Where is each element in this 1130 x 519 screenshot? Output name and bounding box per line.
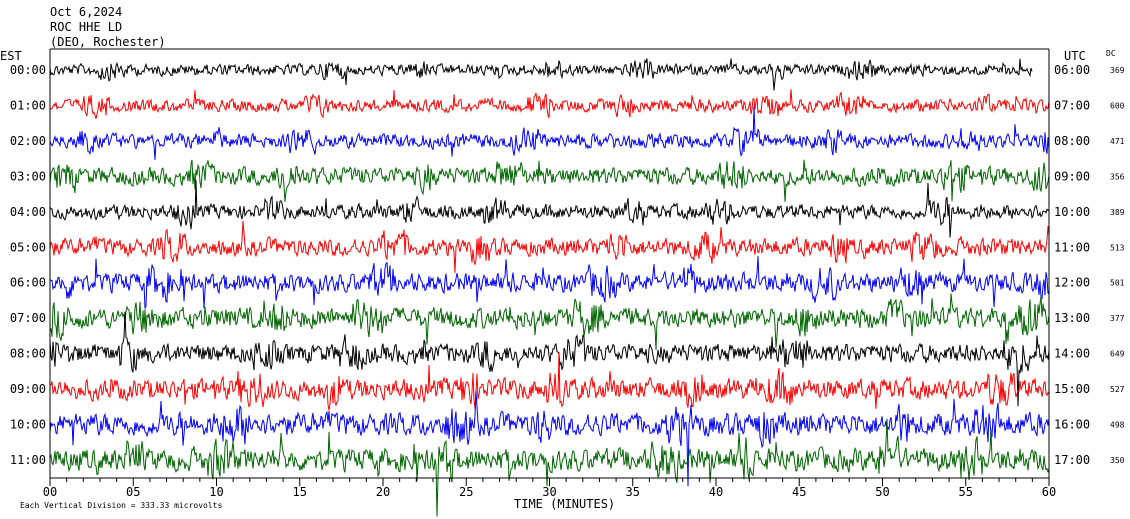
left-hour-label: 07:00 xyxy=(10,311,46,325)
left-hour-label: 06:00 xyxy=(10,276,46,290)
left-hour-label: 08:00 xyxy=(10,347,46,361)
left-hour-label: 00:00 xyxy=(10,63,46,77)
left-hour-label: 02:00 xyxy=(10,134,46,148)
x-tick-label: 50 xyxy=(875,485,889,499)
trace-line-4 xyxy=(49,180,1050,238)
x-tick-label: 35 xyxy=(626,485,640,499)
left-hour-label: 04:00 xyxy=(10,205,46,219)
dc-value-label: 498 xyxy=(1110,421,1125,430)
trace-line-6 xyxy=(49,256,1050,309)
x-tick-label: 15 xyxy=(293,485,307,499)
scale-note: Each Vertical Division = 333.33 microvol… xyxy=(20,501,223,510)
x-tick-label: 20 xyxy=(376,485,390,499)
trace-line-0 xyxy=(49,58,1033,91)
header-station: ROC HHE LD xyxy=(50,20,123,34)
right-hour-label: 06:00 xyxy=(1054,63,1090,77)
header-location: (DEO, Rochester) xyxy=(50,35,166,49)
x-tick-label: 45 xyxy=(792,485,806,499)
left-timezone-label: EST xyxy=(0,49,22,63)
trace-line-7 xyxy=(49,293,1050,351)
dc-value-label: 600 xyxy=(1110,101,1125,110)
right-hour-label: 11:00 xyxy=(1054,240,1090,254)
trace-line-3 xyxy=(49,159,1050,202)
trace-line-8 xyxy=(49,311,1050,407)
left-hour-label: 05:00 xyxy=(10,240,46,254)
dc-value-label: 356 xyxy=(1110,172,1125,181)
dc-value-label: 527 xyxy=(1110,385,1125,394)
right-hour-label: 08:00 xyxy=(1054,134,1090,148)
right-hour-label: 15:00 xyxy=(1054,382,1090,396)
trace-line-9 xyxy=(49,351,1050,411)
dc-column-label: DC xyxy=(1106,49,1116,58)
right-hour-label: 13:00 xyxy=(1054,311,1090,325)
trace-line-2 xyxy=(49,106,1050,160)
left-hour-label: 03:00 xyxy=(10,169,46,183)
left-hour-label: 09:00 xyxy=(10,382,46,396)
left-hour-label: 11:00 xyxy=(10,453,46,467)
x-tick-label: 40 xyxy=(709,485,723,499)
dc-value-label: 350 xyxy=(1110,456,1125,465)
trace-line-11 xyxy=(49,418,1050,517)
x-axis-title: TIME (MINUTES) xyxy=(514,497,616,511)
dc-value-label: 649 xyxy=(1110,350,1125,359)
dc-value-label: 389 xyxy=(1110,208,1125,217)
x-tick-label: 30 xyxy=(542,485,556,499)
right-hour-label: 12:00 xyxy=(1054,276,1090,290)
right-hour-label: 09:00 xyxy=(1054,169,1090,183)
x-tick-label: 05 xyxy=(126,485,140,499)
right-hour-label: 17:00 xyxy=(1054,453,1090,467)
trace-group xyxy=(49,58,1050,517)
x-axis: 00 05 10 15 20 25 30 35 40 45 50 55 60 xyxy=(43,477,1056,499)
left-hour-label: 10:00 xyxy=(10,418,46,432)
right-timezone-label: UTC xyxy=(1064,49,1086,63)
trace-line-10 xyxy=(49,390,1050,487)
trace-line-5 xyxy=(49,220,1050,273)
x-tick-label: 00 xyxy=(43,485,57,499)
trace-line-1 xyxy=(49,89,1050,119)
right-hour-label: 10:00 xyxy=(1054,205,1090,219)
x-tick-label: 60 xyxy=(1042,485,1056,499)
x-tick-label: 25 xyxy=(459,485,473,499)
right-hour-label: 07:00 xyxy=(1054,98,1090,112)
right-hour-label: 16:00 xyxy=(1054,418,1090,432)
plot-frame xyxy=(49,48,1050,478)
left-hour-label: 01:00 xyxy=(10,98,46,112)
dc-value-label: 369 xyxy=(1110,66,1125,75)
hour-labels: 00:00 06:00 369 01:00 07:00 600 02:00 08:00 471 0… xyxy=(10,63,1125,467)
header-date: Oct 6,2024 xyxy=(50,5,123,19)
x-tick-label: 55 xyxy=(959,485,973,499)
dc-value-label: 471 xyxy=(1110,137,1125,146)
x-tick-label: 10 xyxy=(209,485,223,499)
dc-value-label: 513 xyxy=(1110,243,1125,252)
dc-value-label: 501 xyxy=(1110,279,1125,288)
dc-value-label: 377 xyxy=(1110,314,1125,323)
right-hour-label: 14:00 xyxy=(1054,347,1090,361)
